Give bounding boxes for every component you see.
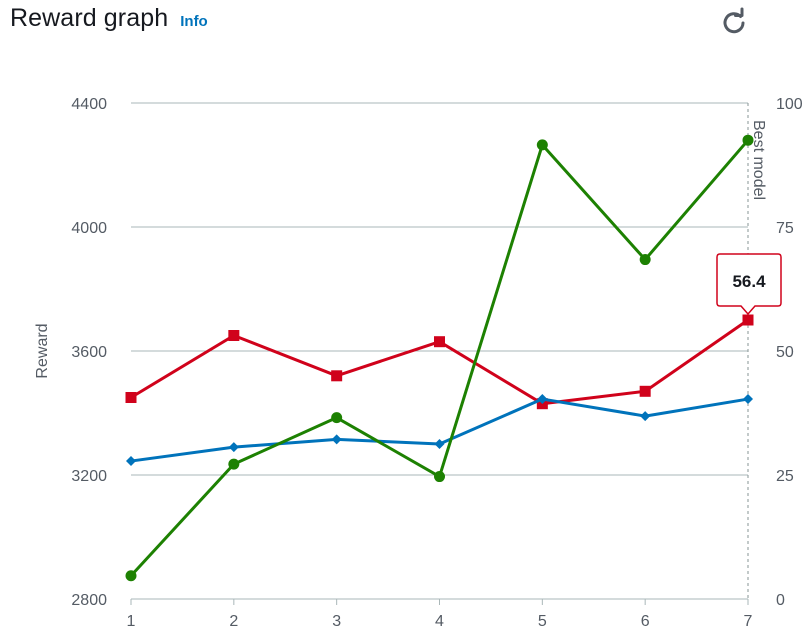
y-tick-label: 4000 [71,220,107,237]
data-point [126,456,136,467]
series-line [129,139,750,577]
x-tick-label: 5 [538,613,547,630]
y-tick-label: 3600 [71,344,107,361]
data-point [228,458,240,470]
data-point [640,411,651,422]
data-point [125,570,137,582]
data-point [537,394,548,405]
refresh-icon [723,7,745,34]
data-point [331,412,343,424]
x-tick-label: 1 [127,613,136,630]
data-point [639,254,651,266]
data-point [331,370,343,382]
y2-tick-label: 75 [776,220,794,237]
y-tick-label: 4400 [71,96,107,113]
data-point [742,314,754,326]
x-tick-label: 2 [229,613,238,630]
tooltip-value: 56.4 [732,272,766,291]
data-point [743,394,753,405]
data-point [742,134,754,146]
tooltip-box [716,253,782,316]
y-tick-label: 3200 [71,468,107,485]
best-model-label: Best model [750,120,767,200]
y2-tick-label: 50 [776,344,794,361]
series-line [130,318,749,406]
header: Reward graph Info [10,4,208,40]
data-point [125,392,137,403]
page-title: Reward graph [10,4,169,32]
x-tick-label: 6 [641,613,650,630]
data-point [228,442,239,453]
data-point [639,385,651,397]
series-line [130,397,749,463]
data-point [434,336,445,348]
data-point [331,434,342,445]
y-axis-label: Reward [34,323,51,378]
data-point [536,139,548,151]
y2-tick-label: 25 [776,468,794,485]
refresh-button[interactable] [718,6,750,38]
x-tick-label: 3 [332,613,341,630]
info-link[interactable]: Info [180,13,208,30]
y2-tick-label: 100 [776,96,803,113]
data-point [434,471,445,483]
x-tick-label: 7 [744,613,753,630]
y-tick-label: 2800 [71,592,107,609]
data-point [228,330,240,341]
y2-tick-label: 0 [776,592,785,609]
data-point [434,439,445,449]
x-tick-label: 4 [435,613,444,630]
